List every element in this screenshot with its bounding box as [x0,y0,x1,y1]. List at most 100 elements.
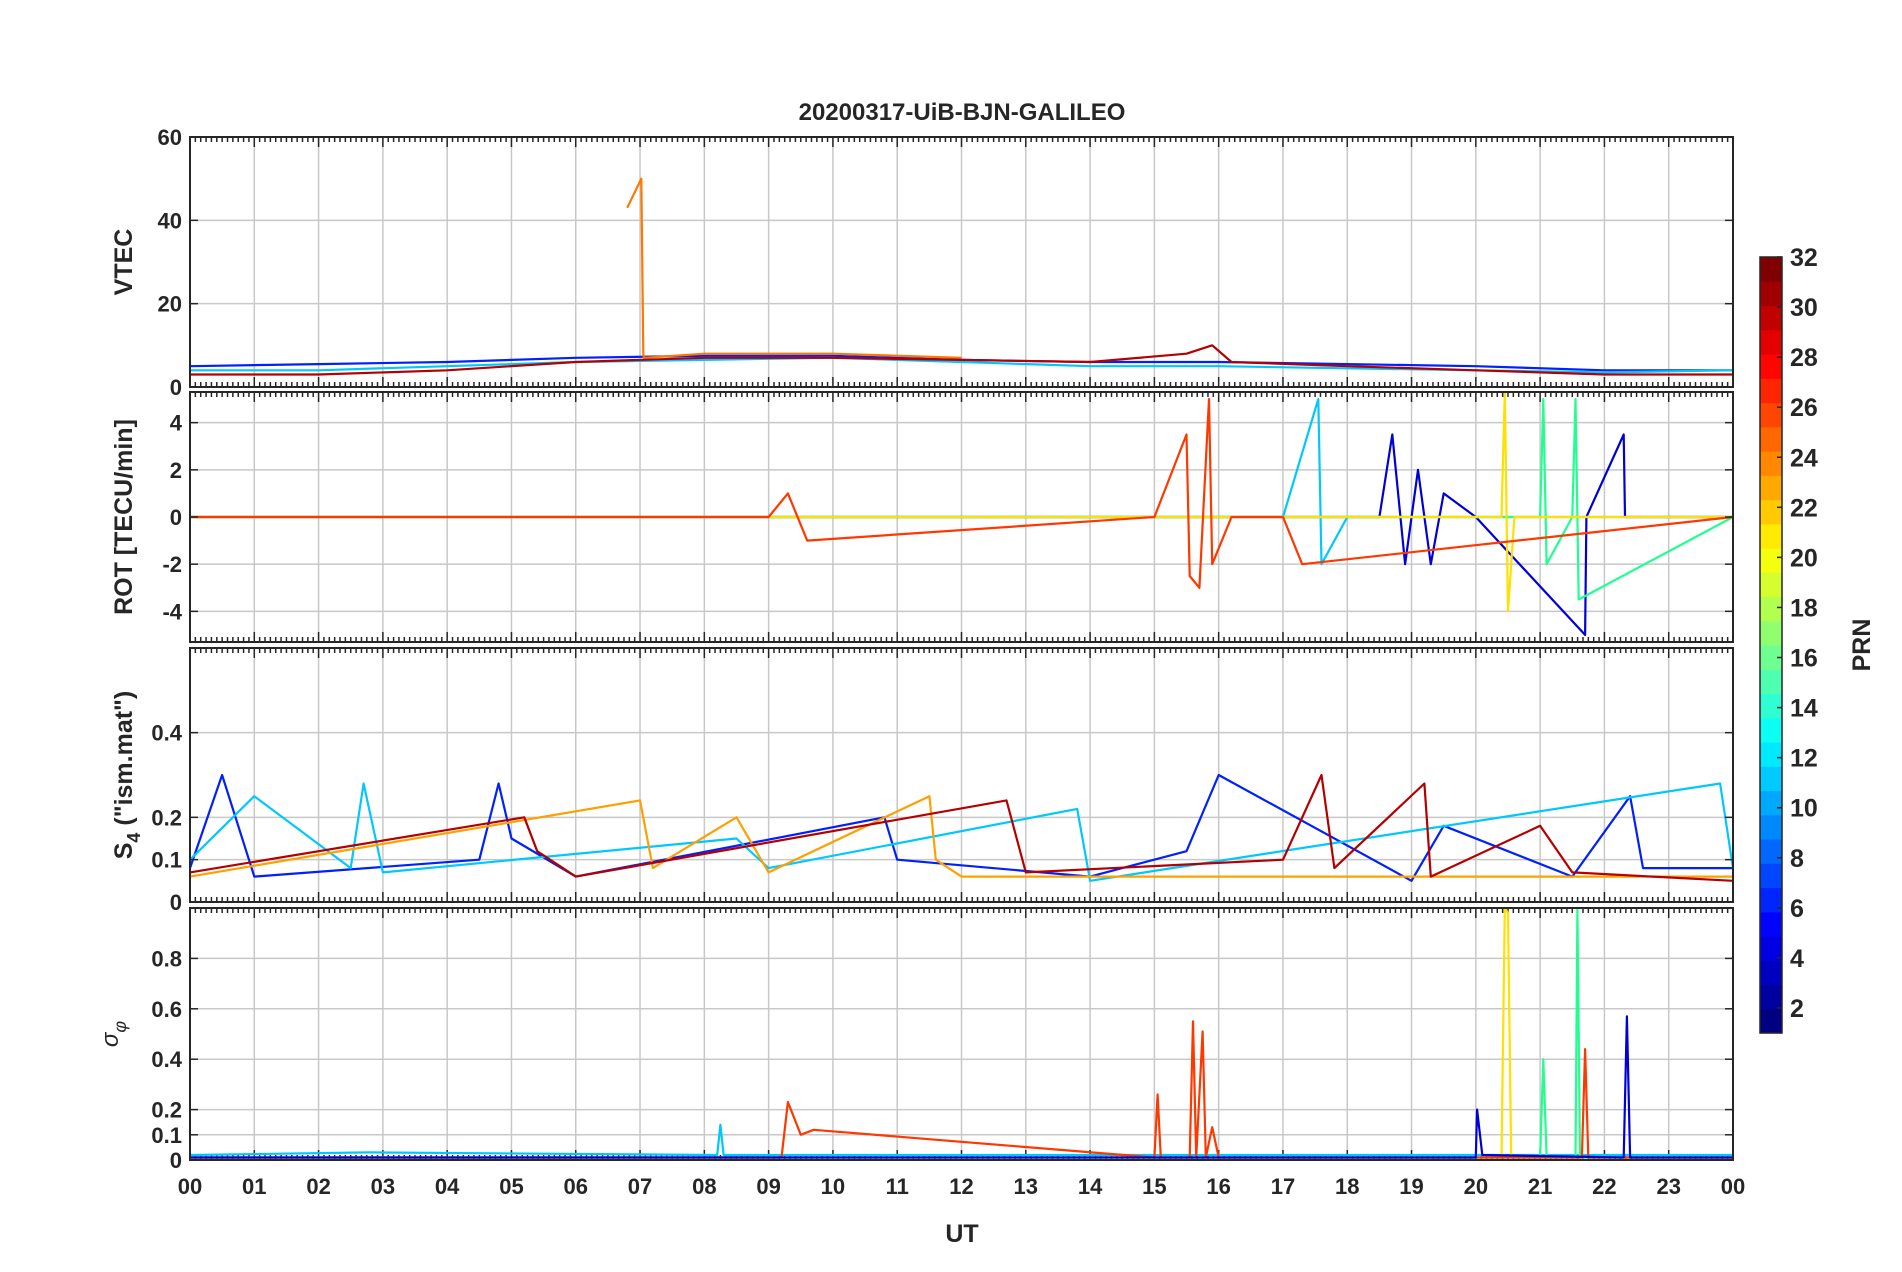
y-tick-label: 0 [170,890,182,915]
colorbar-swatch [1760,984,1782,1010]
colorbar-swatch [1760,572,1782,598]
colorbar-swatch [1760,281,1782,307]
y-tick-label: 0.8 [151,946,182,971]
colorbar-tick-label: 20 [1790,544,1818,572]
series-line-prn-30 [190,344,1733,376]
colorbar-swatch [1760,960,1782,986]
x-tick-label: 21 [1528,1174,1552,1199]
colorbar-tick-label: 2 [1790,995,1804,1023]
colorbar-tick-label: 14 [1790,695,1818,723]
colorbar-swatch [1760,1008,1782,1034]
x-tick-label: 18 [1335,1174,1359,1199]
y-axis-label: S4 ("ism.mat") [110,691,144,860]
y-tick-label: 0 [170,1148,182,1173]
y-tick-label: 0.2 [151,805,182,830]
colorbar-tick-label: 6 [1790,895,1804,923]
y-tick-label: 0.4 [151,1047,182,1072]
colorbar-swatch [1760,354,1782,379]
series-line-prn-26 [190,398,1734,589]
series-line-prn-3 [188,773,1733,882]
x-tick-label: 01 [242,1174,266,1199]
colorbar-swatch [1760,645,1782,670]
series-line-prn-25 [626,177,962,359]
y-axis-label: σφ [97,1021,130,1047]
x-tick-label: 11 [886,1174,909,1199]
colorbar-tick-label: 28 [1790,344,1818,372]
y-tick-label: 0.4 [151,721,182,746]
figure-title: 20200317-UiB-BJN-GALILEO [799,99,1126,126]
x-tick-label: 10 [821,1174,845,1199]
y-tick-label: 60 [158,125,182,150]
y-tick-label: 0 [170,375,182,400]
colorbar-swatch [1760,378,1782,404]
colorbar-tick-label: 18 [1790,594,1818,622]
x-tick-label: 15 [1142,1174,1166,1199]
y-tick-label: 0.6 [151,997,182,1022]
colorbar-swatch [1760,402,1782,428]
x-tick-label: 19 [1399,1174,1423,1199]
colorbar-swatch [1760,766,1782,792]
y-axis-label: ROT [TECU/min] [110,419,138,615]
x-tick-label: 02 [306,1174,330,1199]
colorbar-tick-label: 24 [1790,444,1818,472]
x-tick-label: 05 [499,1174,523,1199]
colorbar-tick-label: 26 [1790,394,1818,422]
colorbar-tick-label: 22 [1790,494,1818,522]
colorbar-tick-label: 30 [1790,294,1818,322]
y-tick-label: 0.2 [151,1098,182,1123]
colorbar-tick-label: 16 [1790,645,1818,673]
y-tick-label: 0.1 [151,848,182,873]
series-line-prn-12 [189,1123,1733,1157]
colorbar-swatch [1760,717,1782,743]
colorbar-tick-label: 12 [1790,745,1818,773]
colorbar-swatch [1760,669,1782,695]
x-tick-label: 17 [1271,1174,1295,1199]
x-tick-label: 20 [1464,1174,1488,1199]
colorbar-label: PRN [1848,619,1876,672]
y-tick-label: -4 [162,599,182,624]
x-tick-label: 16 [1206,1174,1230,1199]
x-tick-label: 09 [756,1174,780,1199]
x-tick-label: 00 [1721,1174,1745,1199]
axes-frame [189,907,1734,1161]
axes-frame [189,136,1734,388]
colorbar-swatch [1760,451,1782,476]
colorbar-swatch [1760,475,1782,501]
x-tick-label: 06 [564,1174,588,1199]
series-line-prn-2 [190,1015,1733,1159]
y-tick-label: -2 [162,552,182,577]
colorbar-swatch [1760,305,1782,331]
colorbar-swatch [1760,257,1782,282]
x-tick-label: 22 [1592,1174,1616,1199]
colorbar-swatch [1760,596,1782,622]
y-tick-label: 4 [170,411,183,436]
x-tick-label: 00 [178,1174,202,1199]
colorbar-swatch [1760,936,1782,961]
colorbar-swatch [1760,329,1782,355]
y-tick-label: 0 [170,505,182,530]
colorbar-tick-label: 32 [1790,244,1818,272]
panel-3: 0 0.1 0.2 0.4 S4 ("ism.mat") [110,647,1735,915]
colorbar-swatch [1760,499,1782,525]
y-tick-label: 40 [158,208,182,233]
colorbar-swatch [1760,693,1782,719]
colorbar-swatch [1760,863,1782,889]
x-tick-label: 08 [692,1174,716,1199]
colorbar-tick-label: 10 [1790,795,1818,823]
x-tick-label: 07 [628,1174,652,1199]
panel-1: 0 20 40 60 VTEC [110,125,1734,400]
x-axis-label: UT [945,1220,978,1248]
colorbar-swatch [1760,548,1782,573]
panel-2: -4 -2 0 2 4 ROT [TECU/min] [110,390,1734,643]
colorbar-swatch [1760,790,1782,816]
x-tick-label: 14 [1078,1174,1103,1199]
colorbar-swatch [1760,887,1782,913]
axes-frame [189,647,1734,903]
colorbar-swatch [1760,426,1782,452]
colorbar-swatch [1760,523,1782,549]
colorbar-tick-label: 8 [1790,845,1804,873]
series-line-prn-15 [190,398,1734,601]
x-tick-label: 13 [1014,1174,1038,1199]
